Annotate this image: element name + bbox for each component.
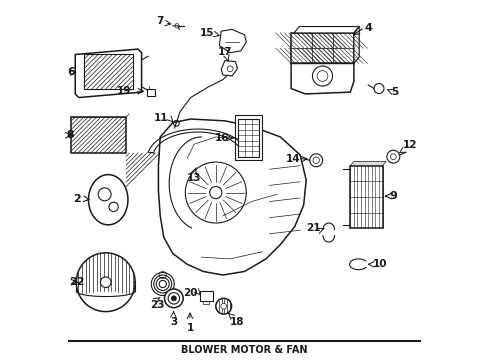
Bar bbox=[147, 89, 155, 96]
Circle shape bbox=[386, 150, 399, 163]
Text: 15: 15 bbox=[199, 28, 214, 38]
Bar bbox=[349, 166, 382, 228]
Polygon shape bbox=[221, 60, 237, 76]
Text: 13: 13 bbox=[187, 173, 201, 183]
Bar bbox=[84, 54, 132, 89]
Text: 16: 16 bbox=[215, 133, 229, 143]
Text: 6: 6 bbox=[67, 67, 75, 77]
Polygon shape bbox=[88, 175, 128, 225]
Text: 11: 11 bbox=[154, 113, 168, 123]
Bar bbox=[290, 33, 353, 63]
Circle shape bbox=[215, 298, 231, 314]
Text: 5: 5 bbox=[391, 87, 398, 97]
Bar bbox=[70, 117, 126, 153]
Text: 2: 2 bbox=[73, 194, 81, 204]
Bar bbox=[199, 291, 212, 301]
Circle shape bbox=[209, 186, 222, 199]
Bar bbox=[235, 116, 261, 160]
Polygon shape bbox=[293, 27, 359, 33]
Bar bbox=[238, 119, 258, 157]
Circle shape bbox=[98, 188, 111, 201]
Text: 7: 7 bbox=[156, 17, 163, 27]
Text: 1: 1 bbox=[186, 323, 193, 333]
Text: 18: 18 bbox=[229, 317, 244, 327]
Text: 23: 23 bbox=[150, 300, 164, 310]
Text: BLOWER MOTOR & FAN: BLOWER MOTOR & FAN bbox=[181, 345, 307, 355]
Circle shape bbox=[221, 303, 226, 309]
Circle shape bbox=[109, 202, 118, 212]
Text: 17: 17 bbox=[217, 48, 232, 57]
Text: 20: 20 bbox=[183, 288, 197, 298]
Text: 4: 4 bbox=[364, 23, 372, 33]
Text: 8: 8 bbox=[66, 130, 74, 140]
Text: 10: 10 bbox=[372, 259, 386, 269]
Circle shape bbox=[100, 277, 111, 288]
Text: 19: 19 bbox=[117, 86, 131, 96]
Circle shape bbox=[309, 154, 322, 167]
Polygon shape bbox=[349, 161, 386, 166]
Polygon shape bbox=[290, 63, 353, 94]
Text: 21: 21 bbox=[305, 224, 320, 233]
Text: 9: 9 bbox=[389, 191, 397, 201]
Polygon shape bbox=[158, 119, 305, 275]
Circle shape bbox=[171, 296, 176, 301]
Circle shape bbox=[164, 289, 183, 308]
Text: 14: 14 bbox=[285, 154, 300, 164]
Text: 12: 12 bbox=[402, 140, 417, 149]
Text: 3: 3 bbox=[169, 317, 177, 327]
Text: 22: 22 bbox=[69, 277, 84, 287]
Polygon shape bbox=[353, 27, 359, 63]
